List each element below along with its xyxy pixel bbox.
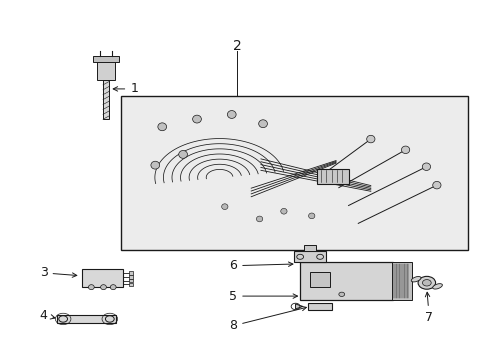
Bar	[309, 272, 329, 287]
Ellipse shape	[110, 285, 116, 290]
Ellipse shape	[178, 150, 187, 158]
Text: 2: 2	[232, 39, 241, 53]
Ellipse shape	[158, 123, 166, 131]
Bar	[120, 96, 467, 249]
Ellipse shape	[410, 276, 420, 282]
Ellipse shape	[256, 216, 262, 222]
Text: 8: 8	[229, 306, 306, 332]
Ellipse shape	[401, 146, 409, 154]
Bar	[128, 275, 132, 279]
Bar	[128, 283, 132, 286]
Bar	[97, 60, 115, 80]
Bar	[316, 168, 348, 184]
Ellipse shape	[432, 181, 440, 189]
Ellipse shape	[151, 161, 159, 169]
Ellipse shape	[192, 115, 201, 123]
Bar	[93, 56, 118, 62]
Ellipse shape	[366, 135, 374, 143]
Bar	[304, 245, 315, 251]
Circle shape	[422, 280, 430, 286]
Ellipse shape	[258, 120, 267, 128]
Bar	[128, 271, 132, 275]
Text: 1: 1	[113, 82, 138, 95]
Ellipse shape	[422, 163, 430, 171]
Ellipse shape	[88, 285, 94, 290]
Text: 3: 3	[40, 266, 77, 279]
Bar	[57, 315, 116, 323]
Ellipse shape	[280, 208, 286, 214]
Ellipse shape	[227, 111, 236, 118]
Polygon shape	[295, 304, 302, 309]
Text: 4: 4	[40, 309, 55, 321]
Text: 6: 6	[229, 259, 292, 272]
Bar	[103, 80, 109, 119]
Circle shape	[338, 292, 344, 296]
Bar	[307, 302, 331, 310]
Circle shape	[417, 276, 435, 289]
Ellipse shape	[432, 284, 442, 289]
Bar	[300, 262, 392, 300]
Ellipse shape	[308, 213, 314, 219]
Bar	[128, 279, 132, 283]
Bar	[391, 262, 411, 300]
Ellipse shape	[221, 204, 227, 210]
Text: 7: 7	[425, 292, 432, 324]
Bar	[294, 251, 325, 262]
Bar	[81, 269, 122, 287]
Text: 5: 5	[229, 289, 297, 303]
Ellipse shape	[101, 285, 106, 290]
